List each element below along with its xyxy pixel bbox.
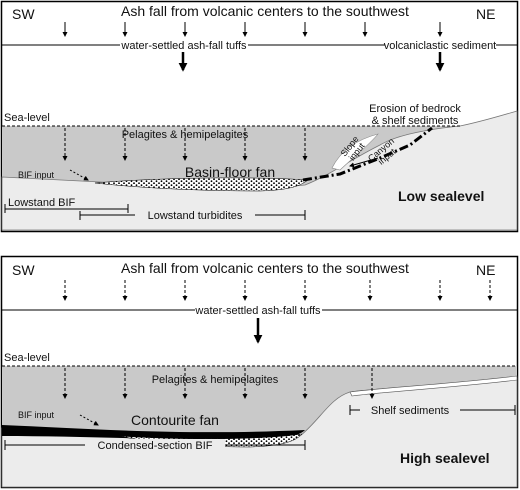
tuffs-label: water-settled ash-fall tuffs bbox=[120, 40, 247, 52]
bracket bbox=[4, 204, 129, 213]
sw-label: SW bbox=[12, 6, 35, 22]
canyon-line bbox=[302, 126, 433, 182]
title: Ash fall from volcanic centers to the so… bbox=[121, 3, 409, 19]
sea-level-label: Sea-level bbox=[4, 352, 50, 364]
bif-arrow bbox=[69, 169, 89, 181]
sea-level-label: Sea-level bbox=[4, 112, 50, 124]
label-bg bbox=[135, 209, 255, 221]
sw-label: SW bbox=[12, 262, 35, 278]
fan-label: Basin-floor fan bbox=[185, 164, 275, 180]
fan-label: Contourite fan bbox=[131, 412, 219, 428]
panel-low: SW NE Ash fall from volcanic centers to … bbox=[0, 0, 519, 233]
title: Ash fall from volcanic centers to the so… bbox=[121, 260, 409, 276]
bracket-label: Condensed-section BIF bbox=[98, 440, 213, 452]
volcaniclastic-label: volcaniclastic sediment bbox=[384, 40, 497, 52]
bracket-label: Lowstand turbidites bbox=[148, 210, 243, 222]
stage-label: Low sealevel bbox=[398, 188, 484, 204]
bif-input-label: BIF input bbox=[18, 410, 55, 420]
ne-label: NE bbox=[476, 262, 495, 278]
slope-input-zone bbox=[331, 133, 379, 171]
tuffs-label: water-settled ash-fall tuffs bbox=[194, 305, 321, 317]
water bbox=[2, 366, 517, 441]
bif-input-label: BIF input bbox=[18, 170, 55, 180]
canyon-arrow bbox=[349, 157, 379, 168]
panel-high: SW NE Ash fall from volcanic centers to … bbox=[0, 255, 519, 489]
ne-label: NE bbox=[476, 6, 495, 22]
stage-label: High sealevel bbox=[400, 450, 490, 466]
erosion-label: & shelf sediments bbox=[372, 115, 459, 127]
water bbox=[2, 126, 460, 188]
bracket-label: Shelf sediments bbox=[371, 405, 450, 417]
fan-deposit bbox=[94, 177, 309, 192]
contourite-layer bbox=[2, 425, 305, 440]
label-bg bbox=[85, 439, 225, 451]
pelagites-label: Pelagites & hemipelagites bbox=[152, 374, 279, 386]
label-bg bbox=[360, 404, 460, 416]
bif-arrow bbox=[79, 414, 99, 426]
erosion-label: Erosion of bedrock bbox=[369, 103, 461, 115]
shelf-sediment bbox=[349, 375, 518, 397]
bracket-label: Lowstand BIF bbox=[8, 197, 76, 209]
